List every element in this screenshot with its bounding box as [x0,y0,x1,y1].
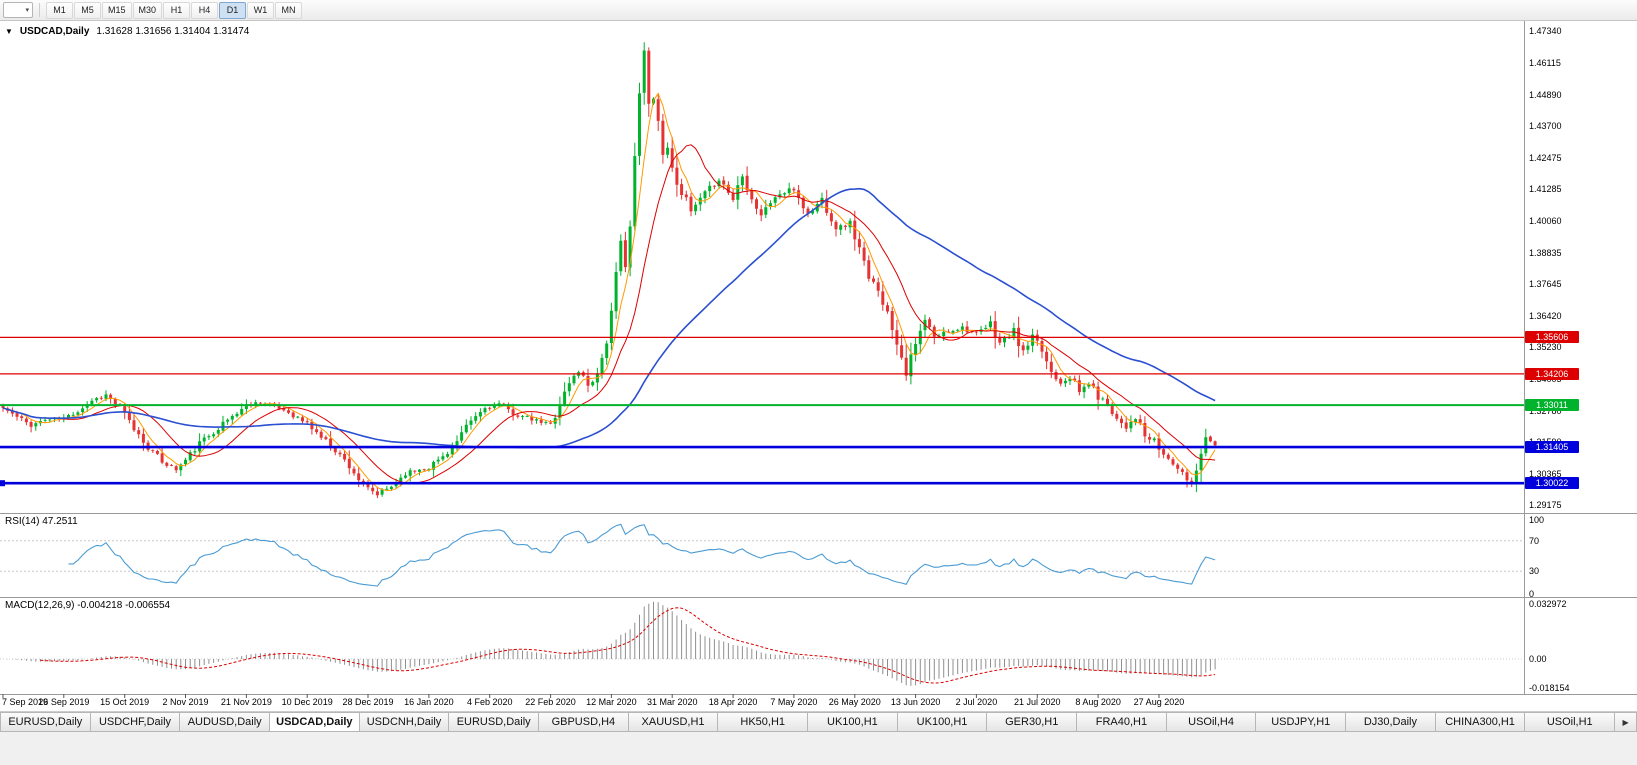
panel-separators [0,21,1637,698]
chart-tab-eurusd-daily[interactable]: EURUSD,Daily [0,712,91,732]
timeframe-button-M5[interactable]: M5 [74,1,101,19]
timeframe-button-M1[interactable]: M1 [46,1,73,19]
top-toolbar: ▾ M1 M5 M15 M30 H1 H4 D1 W1 MN [0,0,1637,21]
timeframe-button-M30[interactable]: M30 [132,1,163,19]
rsi-layer [0,523,1524,587]
chart-tab-china300-h1[interactable]: CHINA300,H1 [1435,712,1526,732]
horizontal-lines-layer [0,336,1524,487]
chart-tab-usoil-h4[interactable]: USOil,H4 [1166,712,1257,732]
tab-scroll-right-icon[interactable]: ▶ [1615,712,1637,732]
timeframe-button-group: M1 M5 M15 M30 H1 H4 D1 W1 MN [46,1,303,19]
timeframe-button-D1[interactable]: D1 [219,1,247,19]
chart-selector-caret-icon: ▾ [25,7,29,14]
timeframe-button-H4[interactable]: H4 [191,1,219,19]
chart-tab-hk50-h1[interactable]: HK50,H1 [718,712,809,732]
chart-tab-fra40-h1[interactable]: FRA40,H1 [1077,712,1167,732]
chart-tab-audusd-daily[interactable]: AUDUSD,Daily [180,712,271,732]
chart-tab-usdchf-daily[interactable]: USDCHF,Daily [90,712,181,732]
chart-tab-usdjpy-h1[interactable]: USDJPY,H1 [1256,712,1347,732]
timeframe-button-W1[interactable]: W1 [247,1,275,19]
toolbar-separator [39,3,40,17]
bottom-tab-strip: EURUSD,Daily USDCHF,Daily AUDUSD,Daily USDC… [0,711,1637,765]
chart-tab-bar: EURUSD,Daily USDCHF,Daily AUDUSD,Daily USDC… [0,712,1637,732]
chart-tab-uk100-h1[interactable]: UK100,H1 [897,712,988,732]
timeframe-button-MN[interactable]: MN [275,1,303,19]
chart-tab-uk100-h1[interactable]: UK100,H1 [808,712,898,732]
chart-tab-xauusd-h1[interactable]: XAUUSD,H1 [628,712,719,732]
chart-tab-usdcad-daily[interactable]: USDCAD,Daily [270,712,360,732]
chart-tab-eurusd-daily[interactable]: EURUSD,Daily [449,712,540,732]
moving-averages-layer [2,92,1216,492]
chart-tab-usdcnh-daily[interactable]: USDCNH,Daily [359,712,450,732]
chart-selector-dropdown[interactable]: ▾ [3,2,33,18]
macd-layer [0,601,1524,686]
hline-1.30022[interactable] [0,480,1524,487]
timeframe-button-H1[interactable]: H1 [163,1,191,19]
chart-tab-ger30-h1[interactable]: GER30,H1 [987,712,1078,732]
chart-tab-dj30-daily[interactable]: DJ30,Daily [1346,712,1436,732]
candles-layer [1,42,1217,499]
chart-tab-gbpusd-h4[interactable]: GBPUSD,H4 [539,712,629,732]
chart-tab-usoil-h1[interactable]: USOil,H1 [1525,712,1616,732]
timeframe-button-M15[interactable]: M15 [102,1,132,19]
chart-canvas[interactable] [0,0,1637,711]
